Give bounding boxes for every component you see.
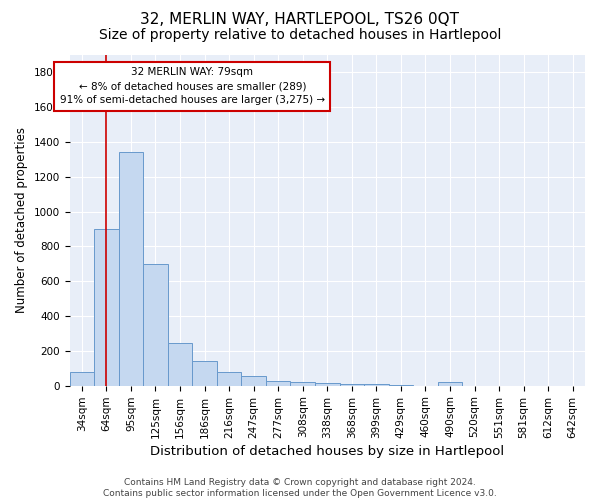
Bar	[290, 382, 315, 386]
Bar	[192, 362, 217, 386]
Bar	[266, 382, 290, 386]
Text: Size of property relative to detached houses in Hartlepool: Size of property relative to detached ho…	[99, 28, 501, 42]
Text: 32, MERLIN WAY, HARTLEPOOL, TS26 0QT: 32, MERLIN WAY, HARTLEPOOL, TS26 0QT	[140, 12, 460, 28]
Bar	[340, 384, 364, 386]
Bar	[241, 376, 266, 386]
Bar	[364, 384, 389, 386]
Y-axis label: Number of detached properties: Number of detached properties	[15, 128, 28, 314]
Bar	[389, 385, 413, 386]
X-axis label: Distribution of detached houses by size in Hartlepool: Distribution of detached houses by size …	[150, 444, 505, 458]
Bar	[70, 372, 94, 386]
Bar	[438, 382, 462, 386]
Text: Contains HM Land Registry data © Crown copyright and database right 2024.
Contai: Contains HM Land Registry data © Crown c…	[103, 478, 497, 498]
Bar	[315, 383, 340, 386]
Bar	[119, 152, 143, 386]
Bar	[143, 264, 168, 386]
Bar	[94, 229, 119, 386]
Bar	[217, 372, 241, 386]
Text: 32 MERLIN WAY: 79sqm
← 8% of detached houses are smaller (289)
91% of semi-detac: 32 MERLIN WAY: 79sqm ← 8% of detached ho…	[59, 68, 325, 106]
Bar	[168, 343, 192, 386]
